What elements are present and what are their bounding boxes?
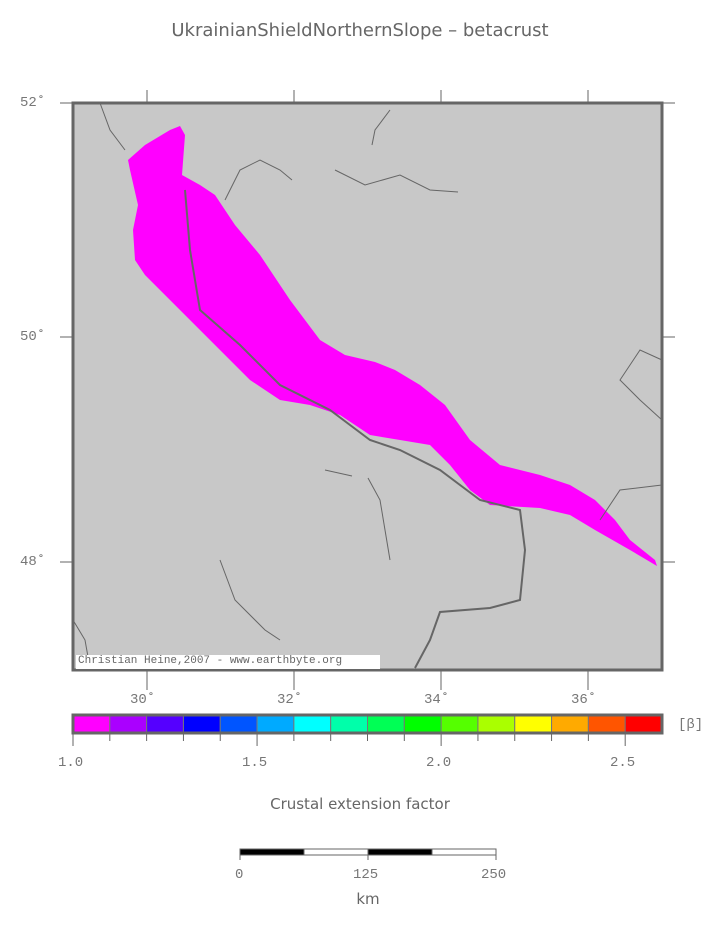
colorbar-bin [182,714,221,734]
colorbar-label: Crustal extension factor [270,795,450,813]
lat-label-48: 48˚ [20,554,46,570]
map-ticks [60,90,675,690]
lon-label-32: 32˚ [277,692,303,708]
colorbar-bin [367,714,405,734]
lon-label-30: 30˚ [130,692,156,708]
scalebar-tick-125: 125 [353,867,379,883]
colorbar-tick-2.5: 2.5 [610,755,636,771]
credit-box [76,655,380,669]
colorbar-bin [514,714,553,734]
lat-label-50: 50˚ [20,329,46,345]
colorbar-bin [403,714,442,734]
beta-region [128,126,657,566]
colorbar-bin [256,714,295,734]
colorbar-frame [71,713,664,735]
colorbar-bin [109,714,148,734]
credit-text: Christian Heine,2007 - www.earthbyte.org [78,655,343,667]
lon-label-36: 36˚ [571,692,597,708]
map-title: UkrainianShieldNorthernSlope – betacrust [171,20,549,41]
colorbar-unit: [β] [678,717,704,733]
colorbar-tick-1.0: 1.0 [58,755,84,771]
map-frame [71,101,664,672]
colorbar-bin [440,714,479,734]
colorbar-bin [72,714,111,734]
river-dnieper [184,189,527,669]
colorbar-bin [551,714,589,734]
colorbar-tick-1.5: 1.5 [242,755,268,771]
lat-label-52: 52˚ [20,95,46,111]
colorbar-bin [624,714,663,734]
scalebar-unit: km [356,890,380,908]
lon-label-34: 34˚ [424,692,450,708]
scalebar [239,848,497,860]
colorbar-bin [293,714,332,734]
colorbar-bin [219,714,258,734]
colorbar-bin [477,714,516,734]
scalebar-tick-250: 250 [481,867,507,883]
scalebar-tick-0: 0 [235,867,244,883]
colorbar-bin [587,714,626,734]
colorbar-tick-2.0: 2.0 [426,755,452,771]
colorbar-bin [330,714,368,734]
colorbar [72,714,663,746]
colorbar-bin [146,714,184,734]
